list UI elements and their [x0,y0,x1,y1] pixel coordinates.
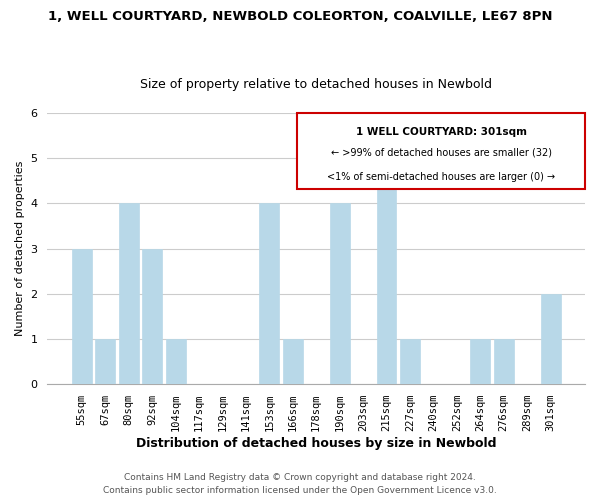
Y-axis label: Number of detached properties: Number of detached properties [15,161,25,336]
Bar [95,339,115,384]
Bar [283,339,303,384]
Bar [119,204,139,384]
Text: 1 WELL COURTYARD: 301sqm: 1 WELL COURTYARD: 301sqm [356,126,527,136]
Bar [470,339,490,384]
Bar [142,248,162,384]
Bar [329,204,350,384]
Bar [72,248,92,384]
Text: <1% of semi-detached houses are larger (0) →: <1% of semi-detached houses are larger (… [327,172,555,182]
Bar [494,339,514,384]
Text: Contains HM Land Registry data © Crown copyright and database right 2024.
Contai: Contains HM Land Registry data © Crown c… [103,474,497,495]
Text: ← >99% of detached houses are smaller (32): ← >99% of detached houses are smaller (3… [331,147,551,157]
Bar [400,339,420,384]
Bar [166,339,185,384]
Text: 1, WELL COURTYARD, NEWBOLD COLEORTON, COALVILLE, LE67 8PN: 1, WELL COURTYARD, NEWBOLD COLEORTON, CO… [48,10,552,23]
FancyBboxPatch shape [298,113,585,189]
X-axis label: Distribution of detached houses by size in Newbold: Distribution of detached houses by size … [136,437,496,450]
Bar [541,294,560,384]
Bar [259,204,279,384]
Bar [377,158,397,384]
Title: Size of property relative to detached houses in Newbold: Size of property relative to detached ho… [140,78,492,91]
